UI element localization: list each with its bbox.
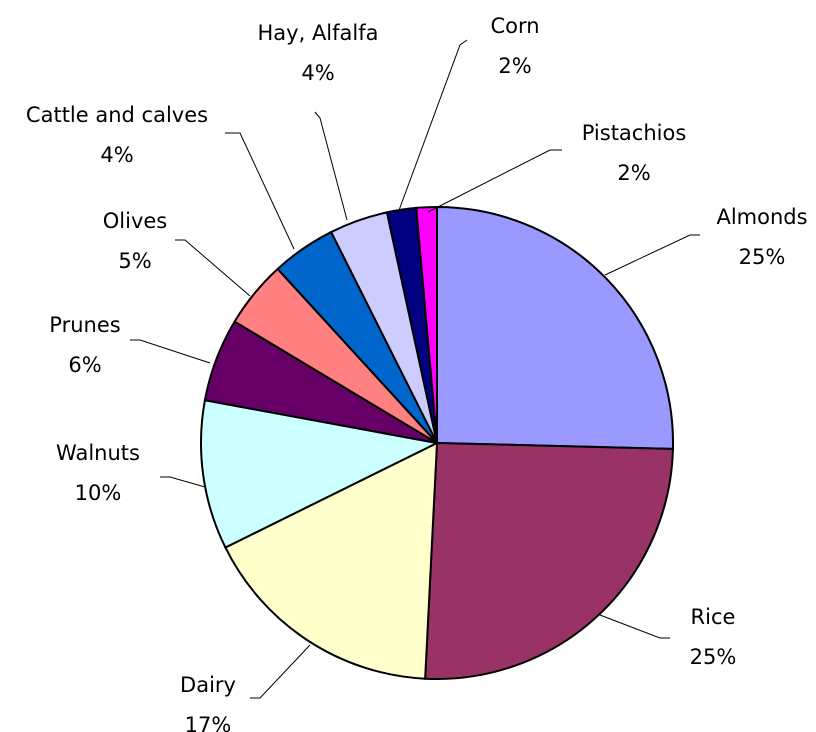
slice-label-hay-alfalfa: Hay, Alfalfa (258, 21, 379, 45)
leader-line-olives (175, 239, 251, 297)
leader-line-hay-alfalfa (314, 111, 348, 221)
slice-percent-rice: 25% (690, 645, 737, 669)
leader-line-pistachios (427, 149, 562, 213)
slice-label-pistachios: Pistachios (582, 121, 687, 145)
slice-labels: Almonds 25% Rice 25% Dairy 17% Walnuts 10% Prune… (26, 14, 808, 732)
slice-label-almonds: Almonds (716, 205, 807, 229)
leader-lines (130, 39, 700, 699)
slice-label-walnuts: Walnuts (56, 441, 140, 465)
leader-line-walnuts (160, 476, 206, 488)
slice-percent-walnuts: 10% (75, 481, 122, 505)
slice-label-olives: Olives (103, 209, 168, 233)
leader-line-prunes (130, 339, 211, 364)
slice-almonds (436, 205, 674, 450)
leader-line-rice (599, 614, 670, 639)
slice-rice (424, 441, 674, 680)
leader-line-corn (397, 39, 468, 214)
slice-label-dairy: Dairy (180, 673, 236, 697)
slice-percent-pistachios: 2% (617, 161, 650, 185)
leader-line-dairy (250, 644, 311, 699)
slice-percent-corn: 2% (498, 54, 531, 78)
slice-percent-hay-alfalfa: 4% (301, 61, 334, 85)
leader-line-almonds (604, 234, 700, 276)
pie-slices (200, 205, 674, 680)
slice-percent-almonds: 25% (739, 245, 786, 269)
leader-line-cattle-and-calves (225, 132, 295, 250)
slice-percent-dairy: 17% (185, 713, 232, 732)
slice-percent-prunes: 6% (68, 353, 101, 377)
slice-label-cattle-and-calves: Cattle and calves (26, 103, 208, 127)
slice-label-corn: Corn (490, 14, 539, 38)
slice-percent-cattle-and-calves: 4% (100, 143, 133, 167)
slice-walnuts (200, 399, 441, 549)
slice-percent-olives: 5% (118, 249, 151, 273)
slice-label-prunes: Prunes (49, 313, 120, 337)
slice-label-rice: Rice (691, 605, 736, 629)
slice-dairy (224, 441, 439, 680)
